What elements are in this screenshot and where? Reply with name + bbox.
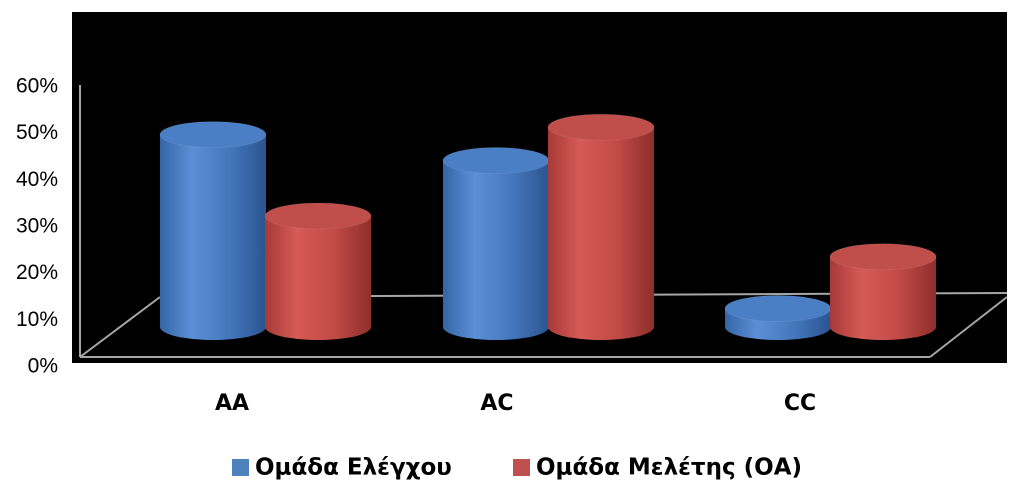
- category-label: AA: [215, 391, 249, 416]
- bar: [159, 121, 267, 340]
- y-tick-label: 30%: [16, 215, 58, 238]
- category-label: AC: [480, 391, 513, 416]
- y-tick-label: 0%: [28, 355, 58, 378]
- y-axis: 0% 10% 20% 30% 40% 50% 60%: [16, 75, 58, 378]
- legend-item: Ομάδα Μελέτης (ΟΑ): [513, 455, 802, 481]
- category-label: CC: [784, 391, 816, 416]
- legend-label: Ομάδα Μελέτης (ΟΑ): [536, 455, 802, 481]
- y-tick-label: 10%: [16, 308, 58, 331]
- bar: [547, 113, 655, 340]
- bar: [264, 202, 372, 340]
- bar: [442, 147, 550, 340]
- y-tick-label: 20%: [16, 261, 58, 284]
- legend-swatch: [232, 459, 249, 476]
- x-axis: AA AC CC: [215, 391, 816, 416]
- bar: [724, 295, 832, 340]
- legend-swatch: [513, 459, 530, 476]
- y-tick-label: 40%: [16, 168, 58, 191]
- bar: [829, 243, 937, 340]
- legend: Ομάδα Ελέγχου Ομάδα Μελέτης (ΟΑ): [232, 455, 802, 481]
- legend-label: Ομάδα Ελέγχου: [255, 455, 452, 481]
- y-tick-label: 50%: [16, 121, 58, 144]
- bars: [159, 113, 937, 340]
- legend-item: Ομάδα Ελέγχου: [232, 455, 452, 481]
- y-tick-label: 60%: [16, 75, 58, 98]
